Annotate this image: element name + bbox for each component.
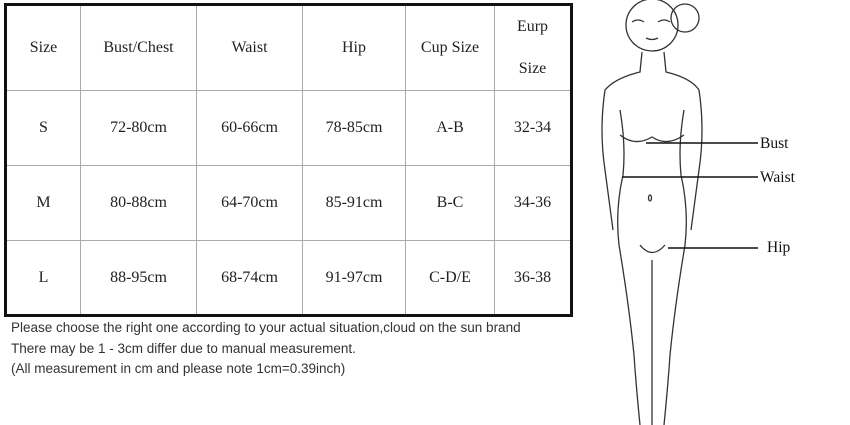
cell: 78-85cm (302, 90, 406, 166)
header-size: Size (5, 4, 81, 91)
navel (647, 194, 653, 202)
cell: 36-38 (494, 240, 572, 316)
cell: M (5, 165, 81, 241)
bust-label: Bust (760, 135, 789, 152)
legs (639, 244, 666, 425)
torso-arms (601, 51, 703, 231)
face (631, 19, 671, 41)
header-hip: Hip (302, 4, 406, 91)
table-row: S 72-80cm 60-66cm 78-85cm A-B 32-34 (5, 90, 572, 166)
cell: 72-80cm (80, 90, 197, 166)
cell: 88-95cm (80, 240, 197, 316)
note-line: (All measurement in cm and please note 1… (11, 361, 346, 376)
size-chart-table: Size Bust/Chest Waist Hip Cup Size Eurp S… (4, 3, 573, 317)
cell: S (5, 90, 81, 166)
cell: 34-36 (494, 165, 572, 241)
waist-label: Waist (760, 169, 795, 186)
cell: B-C (405, 165, 495, 241)
hair-bun (670, 3, 700, 33)
eurp-line1: Eurp (516, 18, 549, 35)
head (625, 0, 679, 52)
eurp-line2: Size (518, 60, 547, 77)
body-outline (617, 109, 687, 425)
notes: Please choose the right one according to… (11, 318, 521, 380)
header-waist: Waist (196, 4, 303, 91)
note-line: There may be 1 - 3cm differ due to manua… (11, 340, 356, 356)
header-cup: Cup Size (405, 4, 495, 91)
cell: 68-74cm (196, 240, 303, 316)
table-header-row: Size Bust/Chest Waist Hip Cup Size Eurp S… (5, 4, 572, 91)
cell: L (5, 240, 81, 316)
table-row: L 88-95cm 68-74cm 91-97cm C-D/E 36-38 (5, 240, 572, 316)
cell: 85-91cm (302, 165, 406, 241)
header-eurp-size: Eurp Size (494, 4, 572, 91)
body-figure-illustration (601, 0, 758, 425)
cell: A-B (405, 90, 495, 166)
table-row: M 80-88cm 64-70cm 85-91cm B-C 34-36 (5, 165, 572, 241)
bust-curve (619, 134, 685, 143)
header-bust: Bust/Chest (80, 4, 197, 91)
cell: C-D/E (405, 240, 495, 316)
cell: 60-66cm (196, 90, 303, 166)
note-line: Please choose the right one according to… (11, 320, 521, 335)
cell: 80-88cm (80, 165, 197, 241)
cell: 32-34 (494, 90, 572, 166)
cell: 64-70cm (196, 165, 303, 241)
hip-label: Hip (767, 239, 791, 256)
cell: 91-97cm (302, 240, 406, 316)
